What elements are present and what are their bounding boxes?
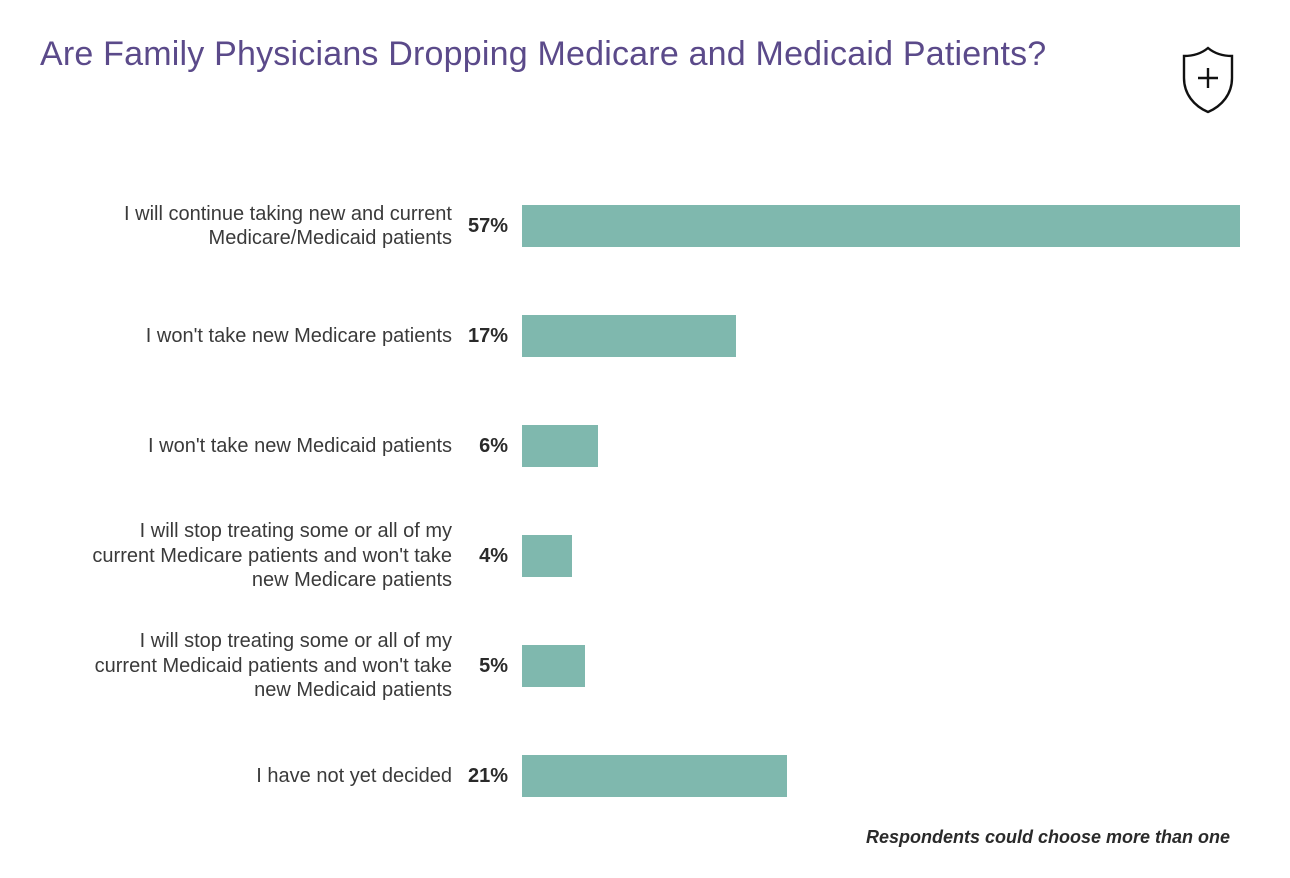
- shield-plus-icon: [1176, 44, 1240, 121]
- bar-value-label: 17%: [460, 325, 522, 348]
- bar-fill: [522, 425, 598, 467]
- bar-value-label: 6%: [460, 435, 522, 458]
- bar-label: I will continue taking new and current M…: [80, 202, 460, 251]
- bar-value-label: 21%: [460, 765, 522, 788]
- chart-page: Are Family Physicians Dropping Medicare …: [0, 0, 1290, 878]
- bar-value-label: 57%: [460, 215, 522, 238]
- bar-fill: [522, 535, 572, 577]
- bar-row: I will stop treating some or all of my c…: [80, 501, 1240, 611]
- bar-row: I won't take new Medicare patients17%: [80, 281, 1240, 391]
- bar-fill: [522, 755, 787, 797]
- chart-title: Are Family Physicians Dropping Medicare …: [40, 32, 1046, 76]
- bar-label: I won't take new Medicare patients: [80, 324, 460, 348]
- bar-row: I won't take new Medicaid patients6%: [80, 391, 1240, 501]
- bar-label: I will stop treating some or all of my c…: [80, 519, 460, 592]
- bar-track: [522, 425, 1240, 467]
- bar-track: [522, 205, 1240, 247]
- bar-value-label: 5%: [460, 655, 522, 678]
- bar-label: I have not yet decided: [80, 764, 460, 788]
- chart-footnote: Respondents could choose more than one: [866, 827, 1230, 848]
- bar-label: I won't take new Medicaid patients: [80, 434, 460, 458]
- bar-label: I will stop treating some or all of my c…: [80, 629, 460, 702]
- bar-fill: [522, 205, 1240, 247]
- bar-chart: I will continue taking new and current M…: [40, 171, 1250, 831]
- bar-track: [522, 645, 1240, 687]
- bar-row: I will continue taking new and current M…: [80, 171, 1240, 281]
- bar-track: [522, 535, 1240, 577]
- bar-fill: [522, 315, 736, 357]
- bar-track: [522, 755, 1240, 797]
- bar-fill: [522, 645, 585, 687]
- chart-header: Are Family Physicians Dropping Medicare …: [40, 32, 1250, 121]
- bar-value-label: 4%: [460, 545, 522, 568]
- bar-row: I have not yet decided21%: [80, 721, 1240, 831]
- bar-track: [522, 315, 1240, 357]
- bar-row: I will stop treating some or all of my c…: [80, 611, 1240, 721]
